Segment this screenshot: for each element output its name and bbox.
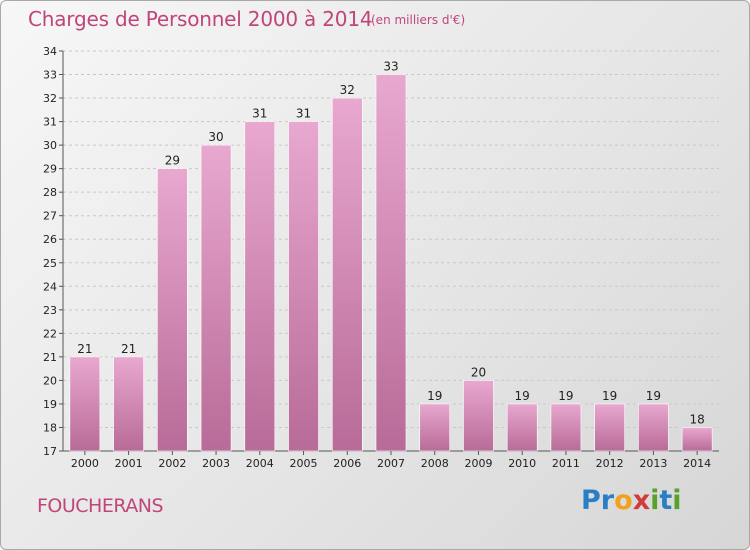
data-label: 19	[427, 389, 442, 403]
x-tick-label: 2002	[158, 457, 186, 470]
data-label: 33	[383, 60, 398, 74]
bar	[288, 121, 319, 452]
bar	[331, 97, 363, 452]
y-tick-label: 27	[43, 210, 57, 223]
data-label: 19	[558, 389, 573, 403]
y-tick-label: 17	[43, 445, 57, 458]
data-label: 31	[252, 107, 267, 121]
y-tick-label: 29	[43, 163, 57, 176]
data-label: 20	[471, 365, 486, 379]
y-tick-label: 28	[43, 186, 57, 199]
x-tick-label: 2001	[115, 457, 143, 470]
data-label: 21	[121, 342, 136, 356]
y-tick-label: 19	[43, 398, 57, 411]
commune-name: FOUCHERANS	[37, 495, 164, 517]
x-tick-label: 2005	[290, 457, 318, 470]
logo-letter: P	[581, 485, 601, 516]
bar	[594, 403, 625, 452]
data-label: 21	[77, 342, 92, 356]
x-tick-label: 2013	[639, 457, 667, 470]
data-label: 32	[340, 83, 355, 97]
bar	[550, 403, 582, 452]
y-tick-label: 32	[43, 92, 57, 105]
bar	[506, 403, 538, 452]
y-tick-label: 25	[43, 257, 57, 270]
y-tick-label: 31	[43, 116, 57, 129]
y-tick-label: 24	[43, 280, 57, 293]
y-tick-label: 22	[43, 327, 57, 340]
logo-letter: i	[650, 485, 660, 516]
y-tick-label: 18	[43, 421, 57, 434]
data-label: 19	[602, 389, 617, 403]
data-label: 18	[689, 412, 704, 426]
data-label: 30	[208, 130, 223, 144]
data-label: 29	[165, 154, 180, 168]
data-label: 19	[515, 389, 530, 403]
x-tick-label: 2006	[333, 457, 361, 470]
x-tick-label: 2003	[202, 457, 230, 470]
x-tick-label: 2014	[683, 457, 711, 470]
logo-letter: i	[672, 485, 682, 516]
x-tick-label: 2000	[71, 457, 99, 470]
proxiti-logo: Proxiti	[581, 485, 682, 516]
bar	[638, 403, 669, 452]
chart-subtitle: (en milliers d'€)	[371, 13, 466, 27]
y-tick-label: 26	[43, 233, 57, 246]
x-tick-label: 2010	[508, 457, 536, 470]
bar	[157, 168, 188, 452]
x-tick-label: 2011	[552, 457, 580, 470]
bar	[681, 427, 713, 452]
bar	[375, 74, 407, 452]
logo-letter: o	[614, 485, 633, 516]
data-label: 31	[296, 107, 311, 121]
y-tick-label: 34	[43, 45, 57, 58]
bar	[419, 403, 451, 452]
logo-letter: t	[659, 485, 673, 516]
chart-title: Charges de Personnel 2000 à 2014	[28, 7, 373, 31]
y-tick-label: 30	[43, 139, 57, 152]
bar	[113, 356, 144, 452]
logo-letter: r	[600, 485, 615, 516]
bar	[200, 144, 232, 452]
x-tick-label: 2012	[596, 457, 624, 470]
bar	[69, 356, 101, 452]
x-tick-label: 2007	[377, 457, 405, 470]
data-label: 19	[646, 389, 661, 403]
y-tick-label: 33	[43, 69, 57, 82]
y-tick-label: 21	[43, 351, 57, 364]
x-tick-label: 2008	[421, 457, 449, 470]
logo-letter: x	[632, 485, 651, 516]
bar	[244, 121, 276, 452]
bar	[463, 380, 494, 452]
y-tick-label: 23	[43, 304, 57, 317]
x-tick-label: 2009	[464, 457, 492, 470]
x-tick-label: 2004	[246, 457, 274, 470]
y-tick-label: 20	[43, 374, 57, 387]
